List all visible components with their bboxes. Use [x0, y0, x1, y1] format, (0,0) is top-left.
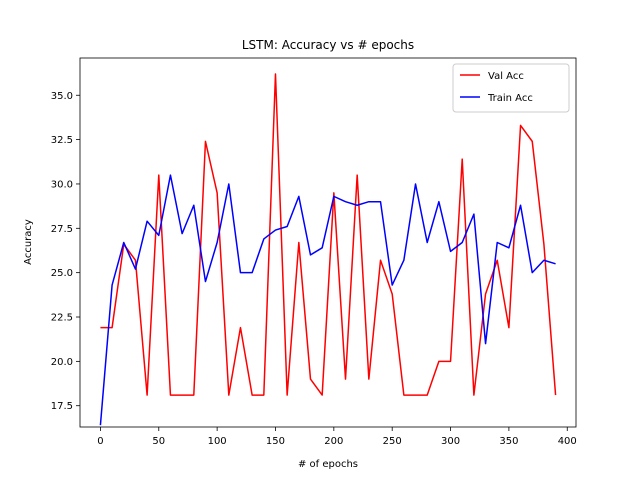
y-axis-label: Accuracy [23, 219, 34, 265]
y-tick-label: 35.0 [51, 91, 73, 102]
y-tick-label: 20.0 [51, 357, 73, 368]
x-axis-label: # of epochs [298, 459, 358, 470]
legend-label-val-acc: Val Acc [488, 71, 524, 82]
x-tick-label: 250 [383, 436, 402, 447]
series-line-train-acc [99, 174, 556, 426]
y-tick-label: 32.5 [51, 135, 73, 146]
chart-title: LSTM: Accuracy vs # epochs [242, 38, 414, 52]
y-tick-label: 22.5 [51, 313, 73, 324]
series-lines [99, 73, 557, 426]
legend: Val Acc Train Acc [452, 63, 570, 113]
series-line-val-acc [100, 73, 557, 396]
x-axis-ticks: 0 50 100 150 200 250 300 350 400 [97, 427, 577, 447]
x-tick-label: 200 [324, 436, 343, 447]
y-axis-ticks: 17.5 20.0 22.5 25.0 27.5 30.0 32.5 35.0 [51, 91, 80, 412]
x-tick-label: 100 [208, 436, 227, 447]
x-tick-label: 50 [152, 436, 165, 447]
y-tick-label: 27.5 [51, 224, 73, 235]
legend-box [452, 63, 570, 113]
y-tick-label: 17.5 [51, 401, 73, 412]
x-tick-label: 0 [97, 436, 103, 447]
legend-label-train-acc: Train Acc [487, 93, 533, 104]
y-tick-label: 25.0 [51, 268, 73, 279]
x-tick-label: 400 [558, 436, 577, 447]
y-tick-label: 30.0 [51, 179, 73, 190]
x-tick-label: 300 [441, 436, 460, 447]
x-tick-label: 150 [266, 436, 285, 447]
x-tick-label: 350 [499, 436, 518, 447]
plot-frame [79, 57, 577, 428]
